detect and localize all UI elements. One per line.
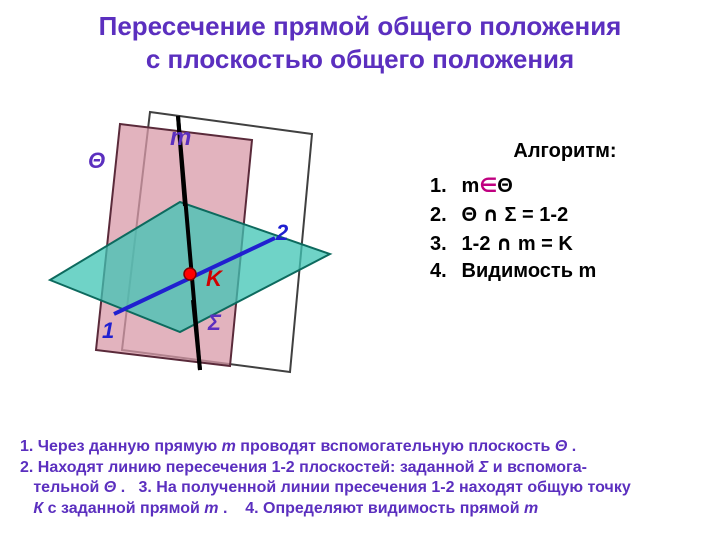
algorithm-item-1: 1. m∈Θ <box>430 173 700 198</box>
algorithm-item-2: 2. Θ ∩ Σ = 1-2 <box>430 202 700 227</box>
diagram-label-m: m <box>170 124 191 152</box>
diagram-label-sigma: Σ <box>208 310 221 336</box>
algorithm-heading: Алгоритм: <box>430 140 700 163</box>
algorithm-item-3: 3. 1-2 ∩ m = K <box>430 231 700 256</box>
title-line2: с плоскостью общего положения <box>146 44 574 74</box>
diagram-label-two: 2 <box>276 220 288 246</box>
diagram-label-one: 1 <box>102 318 114 344</box>
algorithm-block: Алгоритм: 1. m∈Θ 2. Θ ∩ Σ = 1-2 3. 1-2 ∩ m… <box>430 140 700 287</box>
diagram-label-K: K <box>206 266 222 292</box>
diagram-label-theta: Θ <box>88 148 105 174</box>
diagram: Θ Σm K 1 2 <box>30 110 370 390</box>
slide-title: Пересечение прямой общего положения с пл… <box>0 10 720 75</box>
algorithm-item-4: 4. Видимость m <box>430 260 700 283</box>
title-line1: Пересечение прямой общего положения <box>99 11 622 41</box>
explanation-text: 1. Через данную прямую m проводят вспомо… <box>20 437 700 520</box>
